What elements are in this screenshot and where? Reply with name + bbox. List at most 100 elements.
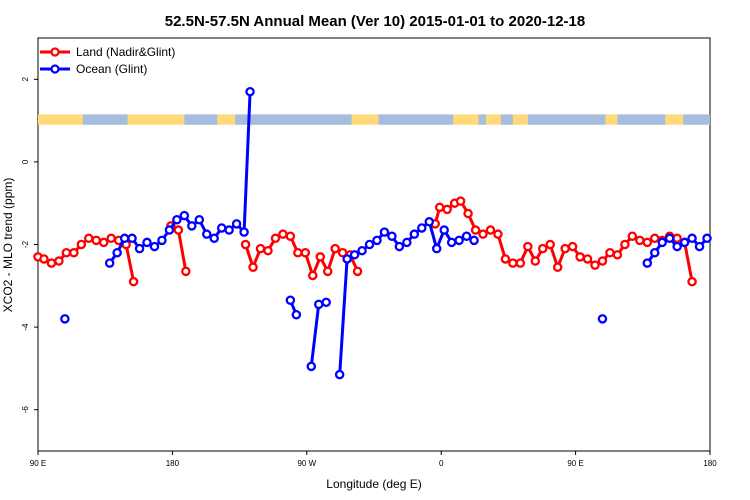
data-point-land xyxy=(322,266,333,277)
data-point-land xyxy=(508,258,518,268)
data-point-land xyxy=(582,254,593,264)
data-point-land xyxy=(672,233,682,244)
data-point-ocean xyxy=(209,233,219,244)
legend-entry-land: Land (Nadir&Glint) xyxy=(40,45,175,59)
data-point-land xyxy=(687,276,697,287)
data-point-ocean xyxy=(702,233,712,244)
data-point-ocean xyxy=(313,299,324,310)
data-point-ocean xyxy=(142,237,152,248)
data-point-land xyxy=(248,262,258,272)
chart-title: 52.5N-57.5N Annual Mean (Ver 10) 2015-01… xyxy=(165,13,585,30)
data-point-land xyxy=(128,276,139,287)
data-point-ocean xyxy=(216,223,227,233)
data-point-ocean xyxy=(239,227,249,237)
data-point-ocean xyxy=(187,221,197,231)
data-point-ocean xyxy=(357,245,367,256)
data-point-ocean xyxy=(364,239,375,250)
data-point-ocean xyxy=(642,258,653,268)
legend: Land (Nadir&Glint) Ocean (Glint) xyxy=(40,45,175,76)
surface-band-ocean xyxy=(617,114,666,125)
series-line-ocean xyxy=(309,300,327,367)
y-tick-label: -6 xyxy=(21,406,30,414)
data-point-land xyxy=(54,256,64,266)
data-point-land xyxy=(84,233,94,244)
data-point-land xyxy=(98,237,109,248)
data-point-ocean xyxy=(112,248,122,258)
data-point-land xyxy=(552,262,563,272)
y-tick-label: 2 xyxy=(21,77,30,82)
data-point-land xyxy=(642,237,653,248)
data-point-land xyxy=(285,231,296,241)
data-point-land xyxy=(493,229,503,239)
data-point-ocean xyxy=(172,214,182,225)
data-point-land xyxy=(530,256,541,266)
x-tick-label: 90 W xyxy=(297,459,316,468)
data-point-ocean xyxy=(439,225,449,235)
legend-marker-land xyxy=(50,47,60,57)
surface-band-ocean xyxy=(378,114,454,125)
data-point-ocean xyxy=(387,231,397,241)
data-point-ocean xyxy=(201,229,212,239)
data-point-ocean xyxy=(394,241,405,252)
data-point-land xyxy=(478,229,488,239)
data-point-ocean xyxy=(134,243,145,254)
x-axis: 90 E 180 90 W 0 90 E 180 xyxy=(30,451,717,468)
data-point-ocean xyxy=(194,214,205,225)
data-point-land xyxy=(293,248,303,258)
data-point-ocean xyxy=(224,225,234,235)
data-point-ocean xyxy=(127,233,137,244)
data-point-land xyxy=(590,260,600,270)
data-point-land xyxy=(39,254,49,264)
data-point-ocean xyxy=(431,243,442,254)
data-point-ocean xyxy=(664,233,675,244)
data-point-land xyxy=(263,245,273,256)
data-point-land xyxy=(181,266,191,277)
data-point-ocean xyxy=(334,369,345,380)
data-point-ocean xyxy=(597,314,608,324)
data-point-land xyxy=(575,252,585,262)
data-point-ocean xyxy=(649,248,660,258)
data-point-land xyxy=(567,241,578,252)
surface-band-ocean xyxy=(235,114,352,125)
data-point-ocean xyxy=(285,295,296,306)
surface-band-ocean xyxy=(527,114,606,125)
data-point-land xyxy=(455,196,466,206)
data-point-ocean xyxy=(372,235,382,246)
data-point-land xyxy=(255,243,266,254)
data-point-land xyxy=(270,233,281,244)
data-point-land xyxy=(605,248,615,258)
data-point-land xyxy=(330,243,340,254)
surface-band xyxy=(38,114,710,125)
series-layer xyxy=(33,86,712,380)
data-point-land xyxy=(434,202,445,213)
data-point-land xyxy=(545,239,555,250)
data-point-ocean xyxy=(694,241,705,252)
data-point-land xyxy=(300,248,311,258)
data-point-land xyxy=(46,258,57,268)
data-point-land xyxy=(463,208,473,219)
x-tick-label: 180 xyxy=(703,459,717,468)
data-point-land xyxy=(620,239,630,250)
data-point-land xyxy=(485,225,496,235)
y-axis-label: XCO2 - MLO trend (ppm) xyxy=(1,178,15,313)
data-point-ocean xyxy=(349,250,360,260)
data-point-ocean xyxy=(179,210,190,221)
legend-label-land: Land (Nadir&Glint) xyxy=(76,45,175,59)
data-point-land xyxy=(560,243,570,254)
data-point-land xyxy=(352,266,363,277)
data-point-ocean xyxy=(149,241,160,252)
data-point-land xyxy=(76,239,87,250)
x-tick-label: 180 xyxy=(166,459,180,468)
legend-label-ocean: Ocean (Glint) xyxy=(76,62,147,76)
surface-band-land xyxy=(38,114,710,125)
data-point-ocean xyxy=(417,223,427,233)
data-point-ocean xyxy=(321,297,331,308)
data-point-ocean xyxy=(291,309,302,320)
y-tick-label: -4 xyxy=(21,323,30,331)
data-point-land xyxy=(315,252,325,262)
legend-marker-ocean xyxy=(50,64,60,74)
data-point-ocean xyxy=(104,258,115,268)
data-point-land xyxy=(69,248,79,258)
legend-entry-ocean: Ocean (Glint) xyxy=(40,62,147,76)
